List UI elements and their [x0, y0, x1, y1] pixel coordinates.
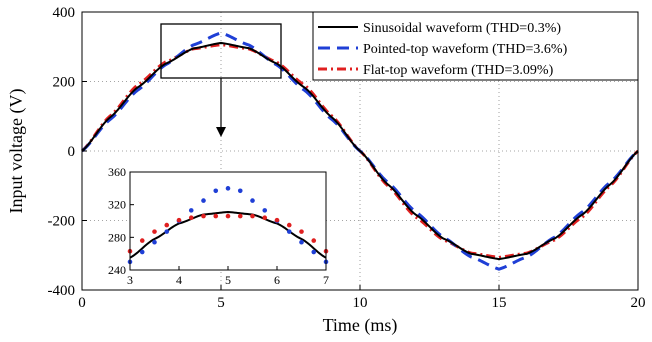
- x-axis-label: Time (ms): [323, 315, 398, 336]
- inset-point-2: [262, 215, 268, 221]
- inset-point-1: [164, 229, 170, 234]
- main-plot-series: [80, 31, 640, 271]
- legend-label-0: Sinusoidal waveform (THD=0.3%): [363, 21, 561, 36]
- legend: Sinusoidal waveform (THD=0.3%) Pointed-to…: [312, 11, 639, 81]
- axis-ticks: 0 5 10 15 20 -400 -200 0 200 400: [48, 5, 646, 311]
- inset-point-1: [237, 188, 243, 194]
- inset-x-tick-label: 7: [323, 273, 329, 287]
- inset-point-1: [299, 239, 304, 245]
- x-tick-label: 0: [78, 295, 86, 311]
- inset-point-1: [188, 208, 194, 213]
- y-tick-label: 400: [53, 5, 76, 21]
- x-tick-label: 5: [217, 295, 225, 311]
- inset-point-2: [139, 238, 145, 243]
- inset-zoom-chart: 3 4 5 6 7 240 280 320 360: [108, 165, 329, 287]
- inset-y-tick-label: 360: [108, 165, 126, 179]
- inset-point-1: [250, 198, 255, 203]
- inset-point-1: [311, 249, 317, 255]
- legend-label-1: Pointed-top waveform (THD=3.6%): [363, 42, 568, 57]
- inset-point-2: [299, 229, 304, 234]
- inset-point-2: [152, 229, 157, 234]
- zoom-arrow-head: [216, 127, 226, 137]
- x-tick-label: 15: [492, 295, 507, 311]
- legend-label-2: Flat-top waveform (THD=3.09%): [363, 63, 554, 78]
- y-axis-label: Input voltage (V): [6, 89, 27, 214]
- inset-y-tick-label: 240: [108, 263, 126, 277]
- inset-point-1: [225, 186, 231, 191]
- y-tick-label: 200: [53, 75, 76, 91]
- inset-point-2: [237, 213, 243, 219]
- inset-axis-ticks: 3 4 5 6 7 240 280 320 360: [108, 165, 329, 287]
- inset-x-tick-label: 6: [274, 273, 280, 287]
- y-tick-label: -400: [48, 283, 76, 299]
- inset-y-tick-label: 280: [108, 230, 126, 244]
- inset-x-tick-label: 3: [127, 273, 133, 287]
- inset-point-2: [213, 213, 219, 219]
- inset-point-1: [286, 229, 292, 234]
- y-tick-label: 0: [68, 144, 76, 160]
- legend-box: [312, 11, 639, 81]
- inset-point-1: [201, 198, 206, 203]
- inset-y-tick-label: 320: [108, 198, 126, 212]
- inset-point-2: [286, 222, 292, 228]
- inset-point-2: [225, 213, 231, 219]
- inset-point-2: [176, 217, 182, 223]
- inset-x-tick-label: 4: [176, 273, 182, 287]
- inset-series-line-0: [129, 211, 327, 259]
- inset-point-1: [262, 208, 268, 213]
- inset-point-2: [164, 222, 170, 228]
- inset-point-2: [250, 213, 255, 219]
- inset-series: [127, 186, 329, 265]
- inset-point-2: [311, 238, 317, 243]
- inset-point-1: [152, 239, 157, 245]
- inset-point-2: [201, 213, 206, 219]
- inset-x-tick-label: 5: [225, 273, 231, 287]
- inset-point-1: [213, 188, 219, 194]
- series-line-0: [81, 41, 639, 261]
- x-tick-label: 10: [353, 295, 368, 311]
- inset-point-2: [274, 217, 280, 223]
- inset-point-2: [188, 215, 194, 221]
- y-tick-label: -200: [48, 214, 76, 230]
- x-tick-label: 20: [631, 295, 646, 311]
- inset-point-1: [139, 249, 145, 255]
